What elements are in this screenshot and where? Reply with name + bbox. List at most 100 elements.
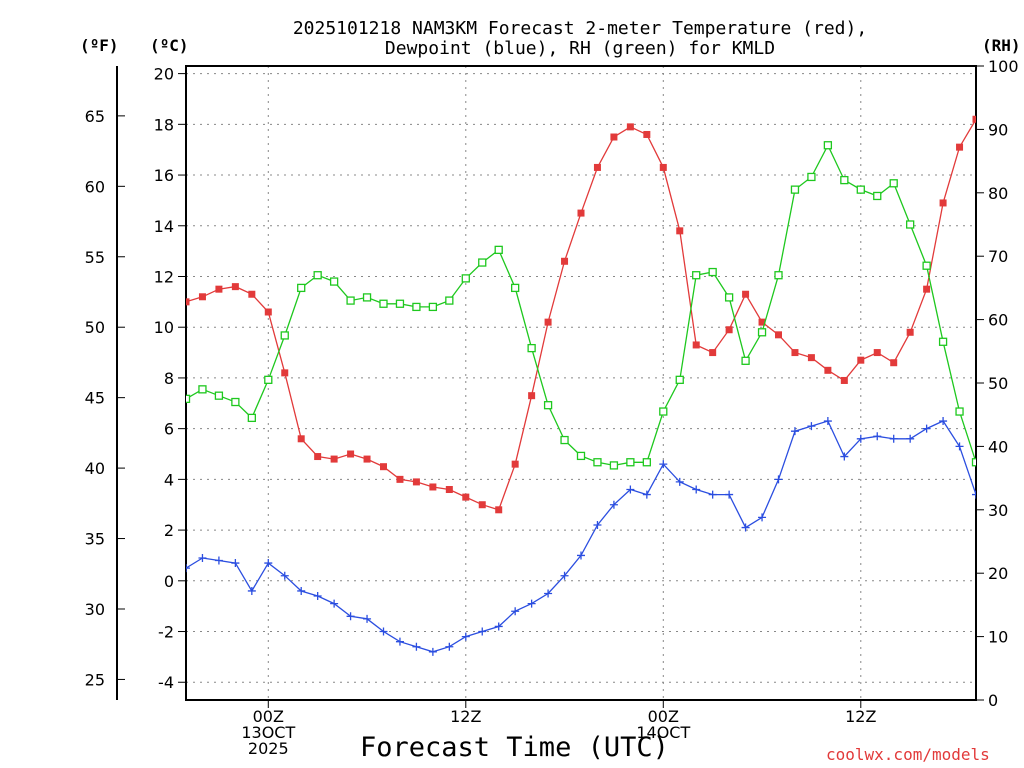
- rh-tick-label: 0: [988, 691, 998, 710]
- dewpoint-point: [988, 536, 996, 544]
- celsius-tick-label: 10: [154, 318, 174, 337]
- plot-frame: [185, 65, 977, 701]
- dewpoint-point: [972, 490, 976, 499]
- rh-point: [543, 401, 553, 410]
- x-tick-label: 14OCT: [636, 723, 690, 742]
- fahrenheit-tick-label: 25: [85, 670, 105, 689]
- dewpoint-point: [363, 614, 372, 623]
- temperature-point: [314, 453, 322, 461]
- dewpoint-point: [593, 521, 602, 530]
- temperature-point: [989, 103, 996, 110]
- dewpoint-point: [412, 642, 421, 651]
- rh-point: [922, 261, 931, 270]
- x-tick-label: 12Z: [845, 707, 876, 726]
- rh-point: [461, 274, 470, 283]
- dewpoint-point: [527, 599, 536, 608]
- dewpoint-point: [428, 647, 437, 656]
- x-tick-label: 12Z: [450, 707, 481, 726]
- temperature-point: [923, 285, 931, 293]
- temperature-point: [775, 331, 782, 339]
- x-tick-label: 2025: [248, 739, 289, 758]
- chart-title-line-1: 2025101218 NAM3KM Forecast 2-meter Tempe…: [292, 18, 868, 39]
- rh-point: [741, 356, 750, 365]
- temperature-point: [758, 318, 766, 326]
- dewpoint-point: [494, 622, 503, 631]
- fahrenheit-unit-label: (ºF): [80, 36, 119, 55]
- chart-title-line-2: Dewpoint (blue), RH (green) for KMLD: [384, 38, 776, 59]
- temperature-point: [742, 290, 750, 298]
- temperature-point: [495, 506, 503, 514]
- dewpoint-point: [741, 523, 750, 532]
- dewpoint-point: [955, 442, 964, 451]
- dewpoint-point: [873, 432, 882, 441]
- temperature-point: [412, 478, 420, 486]
- dewpoint-point: [659, 460, 668, 469]
- rh-point: [889, 179, 898, 188]
- dewpoint-point: [313, 592, 322, 601]
- dewpoint-point: [445, 642, 454, 651]
- dewpoint-point: [280, 571, 289, 580]
- rh-point: [231, 397, 240, 407]
- rh-point: [511, 283, 520, 293]
- temperature-point: [544, 318, 552, 326]
- rh-point: [724, 293, 734, 302]
- temperature-point: [610, 133, 618, 141]
- rh-point: [757, 328, 767, 337]
- temperature-point: [791, 349, 799, 357]
- celsius-tick-label: 18: [154, 115, 174, 134]
- gridlines: [186, 66, 976, 700]
- rh-point: [955, 407, 964, 416]
- rh-point: [971, 458, 976, 467]
- rh-point: [346, 296, 355, 305]
- dewpoint-point: [346, 612, 355, 621]
- rh-point: [659, 407, 668, 416]
- temperature-point: [363, 455, 371, 463]
- dewpoint-point: [577, 551, 585, 560]
- rh-point: [395, 299, 405, 308]
- rh-point: [198, 385, 207, 394]
- x-axis-label: Forecast Time (UTC): [360, 732, 669, 763]
- temperature-line: [186, 118, 976, 511]
- temperature-point: [643, 130, 651, 138]
- dewpoint-point: [379, 627, 388, 636]
- rh-point: [675, 375, 684, 384]
- rh-point: [576, 451, 586, 461]
- temperature-point: [231, 283, 239, 291]
- temperature-point: [1005, 93, 1012, 100]
- rh-tick-label: 80: [988, 184, 1008, 203]
- rh-point: [626, 458, 635, 467]
- rh-tick-label: 30: [988, 501, 1008, 520]
- dewpoint-point: [939, 417, 948, 426]
- rh-point: [938, 337, 948, 346]
- dewpoint-point: [675, 477, 684, 486]
- x-tick-label: 13OCT: [241, 723, 295, 742]
- temperature-point: [462, 493, 470, 501]
- dewpoint-point: [297, 586, 306, 595]
- rh-tick-label: 20: [988, 564, 1008, 583]
- celsius-tick-label: -2: [158, 623, 174, 642]
- celsius-tick-label: 16: [154, 166, 174, 185]
- temperature-point: [676, 227, 684, 235]
- temperature-point: [972, 115, 976, 123]
- rh-point: [873, 191, 882, 201]
- temperature-point: [445, 486, 453, 494]
- rh-point: [428, 302, 438, 312]
- dewpoint-point: [774, 475, 783, 484]
- celsius-tick-label: 20: [154, 65, 174, 84]
- fahrenheit-tick-label: 45: [85, 389, 105, 408]
- temperature-point: [380, 463, 387, 471]
- axis-ticks: -4-2024681012141618202530354045505560650…: [85, 57, 1019, 758]
- temperature-point: [248, 290, 256, 298]
- rh-point: [412, 302, 421, 312]
- x-tick-label: 00Z: [648, 707, 679, 726]
- fahrenheit-tick-label: 65: [85, 107, 105, 126]
- celsius-tick-label: 0: [164, 572, 174, 591]
- series-group: [186, 93, 1012, 656]
- rh-point: [445, 296, 454, 305]
- source-credit: coolwx.com/models: [826, 745, 990, 764]
- dewpoint-point: [758, 513, 767, 522]
- dewpoint-point: [692, 485, 701, 494]
- dewpoint-point: [626, 485, 635, 494]
- rh-point: [362, 293, 372, 302]
